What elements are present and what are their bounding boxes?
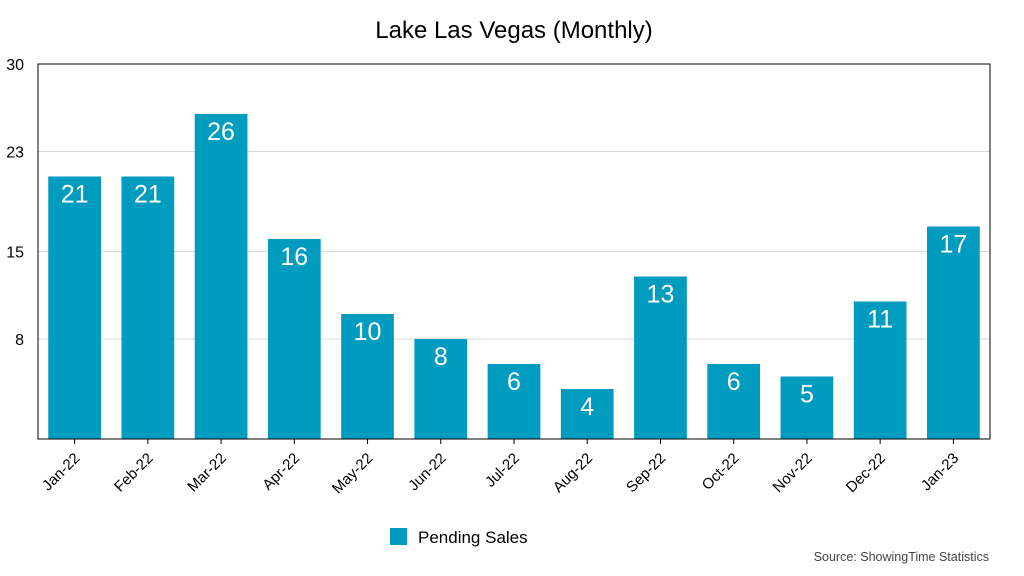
bar	[414, 339, 468, 439]
bar	[341, 314, 394, 439]
data-label: 4	[580, 393, 594, 421]
bar	[194, 114, 248, 439]
x-tick-label: Nov-22	[770, 450, 816, 496]
data-label: 10	[354, 318, 382, 346]
x-tick-label: Oct-22	[699, 450, 743, 494]
x-tick-label: Dec-22	[843, 450, 889, 496]
x-tick-label: Mar-22	[184, 450, 230, 496]
data-label: 6	[507, 368, 521, 396]
data-label: 8	[434, 343, 448, 371]
bar	[707, 364, 761, 439]
data-label: 26	[207, 118, 235, 146]
legend-swatch	[390, 528, 407, 545]
data-label: 11	[867, 306, 893, 334]
x-tick-label: Aug-22	[550, 450, 596, 496]
bar	[48, 176, 101, 439]
y-tick-label: 30	[6, 57, 24, 74]
y-tick-label: 23	[6, 145, 24, 162]
x-tick-label: Jan-22	[39, 450, 83, 494]
x-tick-label: Sep-22	[623, 450, 669, 496]
x-tick-label: Apr-22	[259, 450, 303, 494]
x-tick-label: Feb-22	[111, 450, 157, 496]
labels: 21 21 26 16 10 8 6 4 13 6 5 11 17	[61, 118, 968, 421]
bar	[853, 301, 907, 439]
x-tick-label: Jan-23	[918, 450, 962, 494]
data-label: 6	[727, 368, 741, 396]
y-tick-label: 15	[6, 245, 24, 262]
data-label: 21	[134, 181, 162, 209]
bar	[560, 389, 614, 439]
bar	[121, 176, 175, 439]
data-label: 17	[939, 231, 967, 259]
source-note: Source: ShowingTime Statistics	[814, 550, 989, 564]
legend-label: Pending Sales	[418, 528, 528, 547]
bar	[927, 226, 980, 439]
data-label: 5	[800, 381, 814, 409]
bar	[780, 376, 834, 439]
x-tick-label: Jul-22	[482, 450, 523, 491]
data-label: 16	[280, 243, 308, 271]
x-tick-label: Jun-22	[405, 450, 449, 494]
bars	[48, 114, 980, 439]
bar	[634, 276, 687, 439]
x-tick-label: May-22	[329, 450, 376, 497]
legend: Pending Sales	[390, 528, 528, 547]
bar	[267, 239, 321, 439]
bar	[487, 364, 541, 439]
data-label: 13	[647, 281, 675, 309]
chart-title: Lake Las Vegas (Monthly)	[375, 17, 653, 44]
y-tick-label: 8	[15, 332, 24, 349]
gridlines	[38, 151, 990, 340]
data-label: 21	[61, 181, 89, 209]
